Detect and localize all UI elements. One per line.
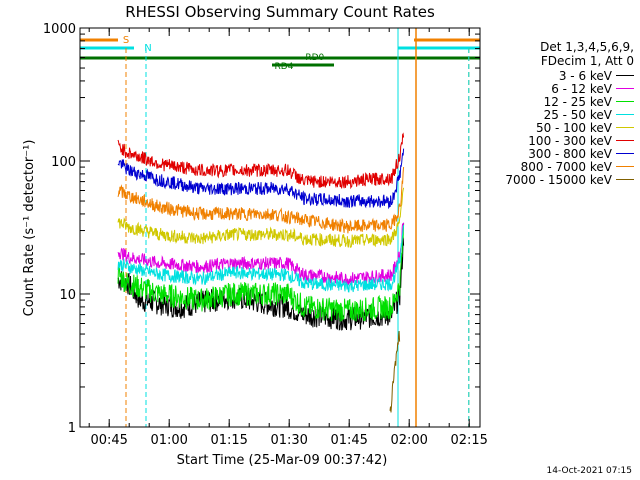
x-tick-label: 01:45 (330, 433, 367, 448)
legend-item-label: 12 - 25 keV (543, 94, 612, 109)
y-tick-label: 10 (59, 288, 76, 303)
rd4-flag-label: RD4 (275, 62, 294, 72)
legend-item: 100 - 300 keV (478, 133, 634, 148)
y-axis-label: Count Rate (s⁻¹ detector⁻¹) (22, 140, 37, 317)
legend: Det 1,3,4,5,6,9, FDecim 1, Att 0 3 - 6 k… (478, 40, 634, 187)
legend-item-label: 800 - 7000 keV (520, 159, 612, 174)
series-layer (117, 132, 405, 413)
series-line (117, 132, 405, 190)
legend-item: 7000 - 15000 keV (478, 172, 634, 187)
chart-title: RHESSI Observing Summary Count Rates (125, 3, 435, 21)
series-line (117, 223, 405, 322)
observing-flags: S N RD0 RD4 (80, 28, 480, 427)
legend-item-label: 6 - 12 keV (551, 81, 612, 96)
legend-item: 3 - 6 keV (478, 68, 634, 83)
legend-header-2: FDecim 1, Att 0 (540, 54, 634, 68)
legend-item-label: 7000 - 15000 keV (505, 172, 612, 187)
legend-swatch (616, 75, 634, 76)
x-tick-label: 01:15 (210, 433, 247, 448)
generation-timestamp: 14-Oct-2021 07:15 (546, 466, 632, 476)
legend-swatch (616, 127, 634, 128)
series-line (117, 166, 405, 234)
night-flag-label: N (144, 43, 151, 54)
legend-item-label: 3 - 6 keV (558, 68, 612, 83)
x-tick-label: 02:15 (450, 433, 487, 448)
x-tick-label: 01:00 (150, 433, 187, 448)
legend-item: 25 - 50 keV (478, 107, 634, 122)
x-axis-label: Start Time (25-Mar-09 00:37:42) (177, 453, 388, 468)
series-line (117, 187, 405, 248)
y-tick-label: 1000 (43, 22, 76, 37)
saa-flag-label: S (123, 35, 129, 46)
legend-item: 800 - 7000 keV (478, 159, 634, 174)
legend-item: 50 - 100 keV (478, 120, 634, 135)
legend-item-label: 25 - 50 keV (543, 107, 612, 122)
legend-item-label: 50 - 100 keV (535, 120, 612, 135)
x-tick-label: 01:30 (270, 433, 307, 448)
x-tick-label: 02:00 (390, 433, 427, 448)
legend-swatch (616, 114, 634, 115)
legend-swatch (616, 88, 634, 89)
y-tick-label: 1 (68, 421, 76, 436)
legend-swatch (616, 140, 634, 141)
series-line (117, 148, 405, 210)
x-tick-label: 00:45 (90, 433, 127, 448)
legend-item: 12 - 25 keV (478, 94, 634, 109)
legend-header-1: Det 1,3,4,5,6,9, (540, 40, 634, 54)
y-tick-label: 100 (51, 155, 76, 170)
series-line (117, 222, 405, 286)
axes: 00:45 01:00 01:15 01:30 01:45 02:00 02:15 1 10 10… (43, 22, 488, 448)
legend-item: 300 - 800 keV (478, 146, 634, 161)
legend-swatch (616, 179, 634, 180)
series-line (117, 225, 405, 293)
plot-frame (79, 27, 481, 428)
legend-item-label: 100 - 300 keV (528, 133, 612, 148)
legend-item: 6 - 12 keV (478, 81, 634, 96)
legend-swatch (616, 101, 634, 102)
legend-swatch (616, 153, 634, 154)
rd0-flag-label: RD0 (305, 53, 324, 63)
legend-swatch (616, 166, 634, 167)
series-line (389, 330, 401, 413)
legend-item-label: 300 - 800 keV (528, 146, 612, 161)
